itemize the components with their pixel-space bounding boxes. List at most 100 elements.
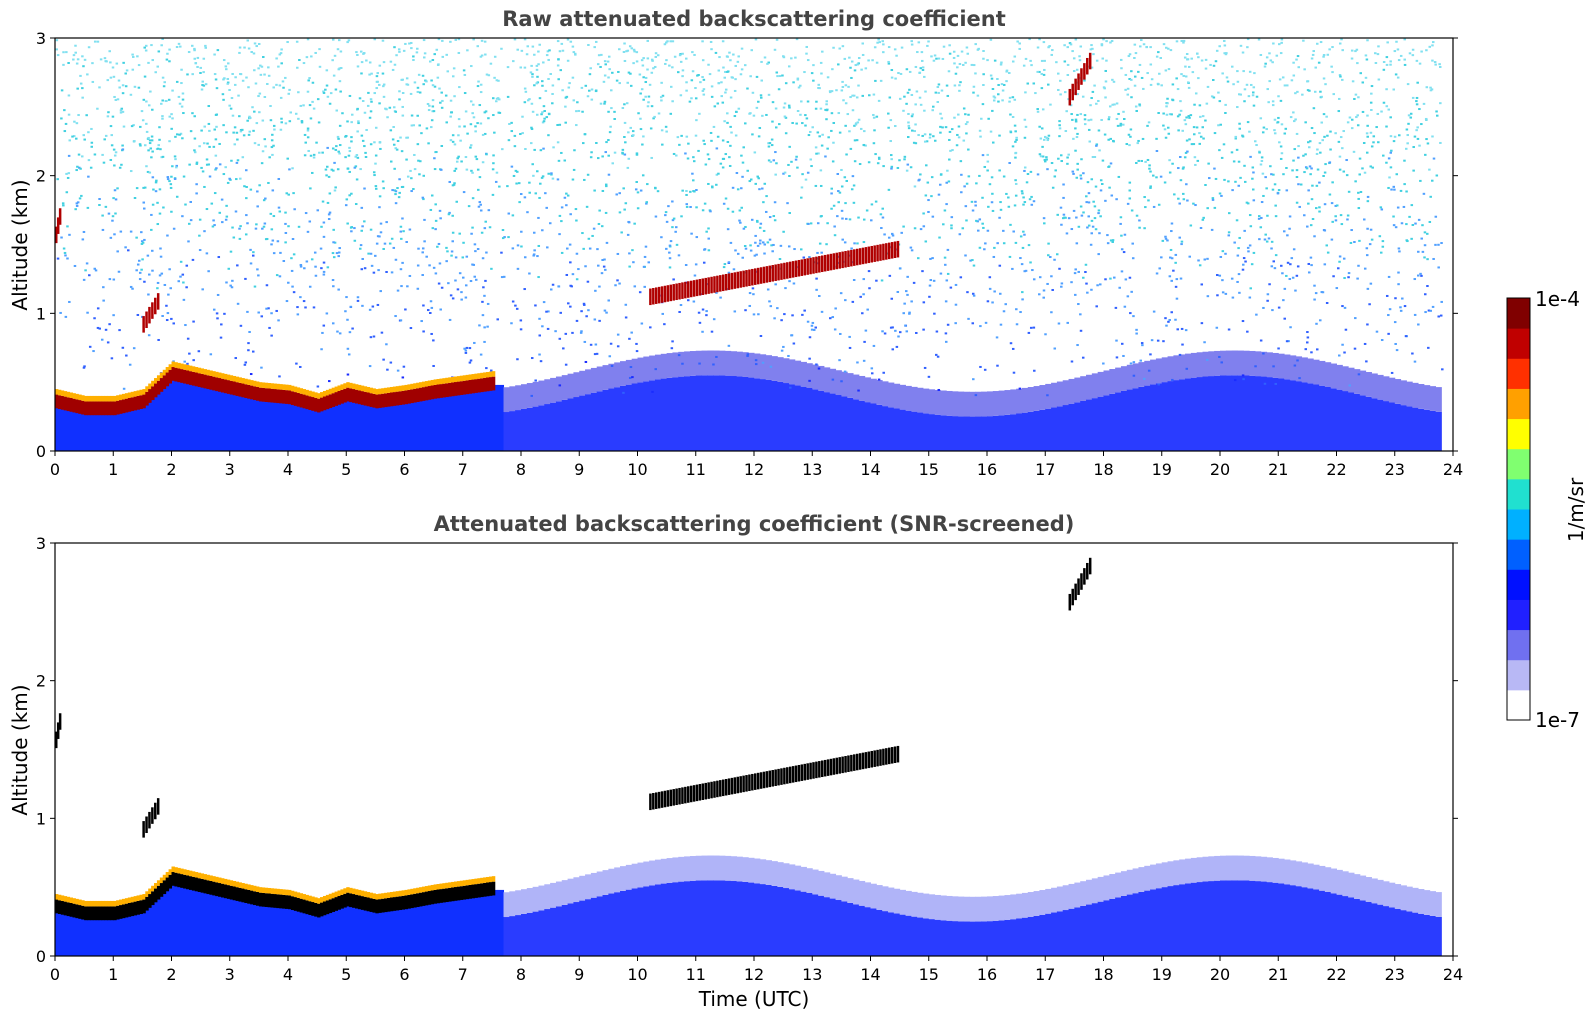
noise-pixel xyxy=(1350,127,1354,130)
noise-pixel xyxy=(882,371,885,374)
noise-pixel xyxy=(275,274,279,277)
noise-pixel xyxy=(1190,143,1194,146)
noise-pixel xyxy=(582,142,585,145)
noise-pixel xyxy=(537,63,540,66)
noise-pixel xyxy=(1169,248,1173,251)
noise-pixel xyxy=(1079,174,1082,177)
noise-pixel xyxy=(255,122,259,125)
noise-pixel xyxy=(400,285,403,288)
noise-pixel xyxy=(1132,315,1135,318)
noise-pixel xyxy=(1237,273,1241,276)
noise-pixel xyxy=(456,157,459,160)
noise-pixel xyxy=(1019,235,1023,238)
noise-pixel xyxy=(618,211,622,214)
noise-pixel xyxy=(1427,346,1430,349)
noise-pixel xyxy=(1251,166,1255,169)
noise-pixel xyxy=(423,218,426,221)
noise-pixel xyxy=(356,296,360,299)
aerosol-column xyxy=(1045,408,1052,451)
noise-pixel xyxy=(208,129,211,132)
noise-pixel xyxy=(87,46,91,49)
noise-pixel xyxy=(1336,204,1339,207)
noise-pixel xyxy=(275,83,278,86)
noise-pixel xyxy=(863,130,866,133)
noise-pixel xyxy=(350,230,353,233)
noise-pixel xyxy=(896,166,900,169)
noise-pixel xyxy=(327,213,331,216)
noise-pixel xyxy=(1294,289,1297,292)
noise-pixel xyxy=(855,96,859,99)
boundary-layer-cell xyxy=(317,398,321,413)
noise-pixel xyxy=(740,68,744,71)
aerosol-column-top xyxy=(736,351,743,377)
noise-pixel xyxy=(638,73,642,76)
raw-heatmap xyxy=(55,38,1444,451)
noise-pixel xyxy=(932,279,936,282)
noise-pixel xyxy=(320,348,323,351)
cloud-cell xyxy=(719,275,722,292)
aerosol-column-top xyxy=(1272,352,1279,378)
noise-pixel xyxy=(1225,76,1229,79)
noise-pixel xyxy=(409,41,413,44)
cloud-cell xyxy=(660,286,664,303)
noise-pixel xyxy=(109,61,112,64)
noise-pixel xyxy=(649,127,653,130)
noise-pixel xyxy=(921,59,924,62)
noise-pixel xyxy=(507,139,511,142)
boundary-layer-edge xyxy=(113,395,117,402)
noise-pixel xyxy=(983,368,987,371)
noise-pixel xyxy=(1429,195,1432,198)
noise-pixel xyxy=(1030,203,1034,206)
noise-pixel xyxy=(890,165,894,168)
noise-pixel xyxy=(940,117,944,120)
noise-pixel xyxy=(1115,102,1119,105)
noise-pixel xyxy=(404,308,407,311)
noise-pixel xyxy=(299,296,302,299)
noise-pixel xyxy=(877,378,881,381)
noise-pixel xyxy=(1220,194,1223,197)
noise-pixel xyxy=(503,236,506,239)
noise-pixel xyxy=(1313,298,1316,301)
noise-pixel xyxy=(506,185,509,188)
noise-pixel xyxy=(1136,142,1140,145)
noise-pixel xyxy=(982,57,985,60)
noise-pixel xyxy=(353,239,357,242)
noise-pixel xyxy=(952,56,956,59)
noise-pixel xyxy=(1079,205,1083,208)
noise-pixel xyxy=(530,126,533,129)
noise-pixel xyxy=(1174,261,1177,264)
noise-pixel xyxy=(826,147,829,150)
noise-pixel xyxy=(912,141,916,144)
boundary-layer-edge xyxy=(421,381,426,388)
noise-pixel xyxy=(596,248,599,251)
noise-pixel xyxy=(795,122,798,125)
noise-pixel xyxy=(331,147,335,150)
noise-pixel xyxy=(1389,116,1392,119)
noise-pixel xyxy=(186,73,189,76)
noise-pixel xyxy=(914,103,917,106)
noise-pixel xyxy=(103,138,106,141)
boundary-layer-cell xyxy=(488,377,493,391)
noise-pixel xyxy=(910,129,914,132)
noise-pixel xyxy=(416,47,419,50)
noise-pixel xyxy=(777,88,781,91)
noise-pixel xyxy=(1307,202,1310,205)
noise-pixel xyxy=(1271,309,1274,312)
noise-pixel xyxy=(530,357,534,360)
noise-pixel xyxy=(856,121,860,124)
noise-pixel xyxy=(380,331,384,334)
noise-pixel xyxy=(1234,136,1237,139)
noise-pixel xyxy=(1252,251,1256,254)
noise-pixel xyxy=(409,169,412,172)
cloud-cell xyxy=(832,253,836,270)
noise-pixel xyxy=(284,222,287,225)
noise-pixel xyxy=(890,158,893,161)
noise-pixel xyxy=(512,174,516,177)
noise-pixel xyxy=(136,55,139,58)
noise-pixel xyxy=(1435,174,1439,177)
noise-pixel xyxy=(1016,40,1019,43)
noise-pixel xyxy=(832,46,835,49)
noise-pixel xyxy=(1162,43,1166,46)
noise-pixel xyxy=(241,156,245,159)
noise-pixel xyxy=(1248,130,1251,133)
